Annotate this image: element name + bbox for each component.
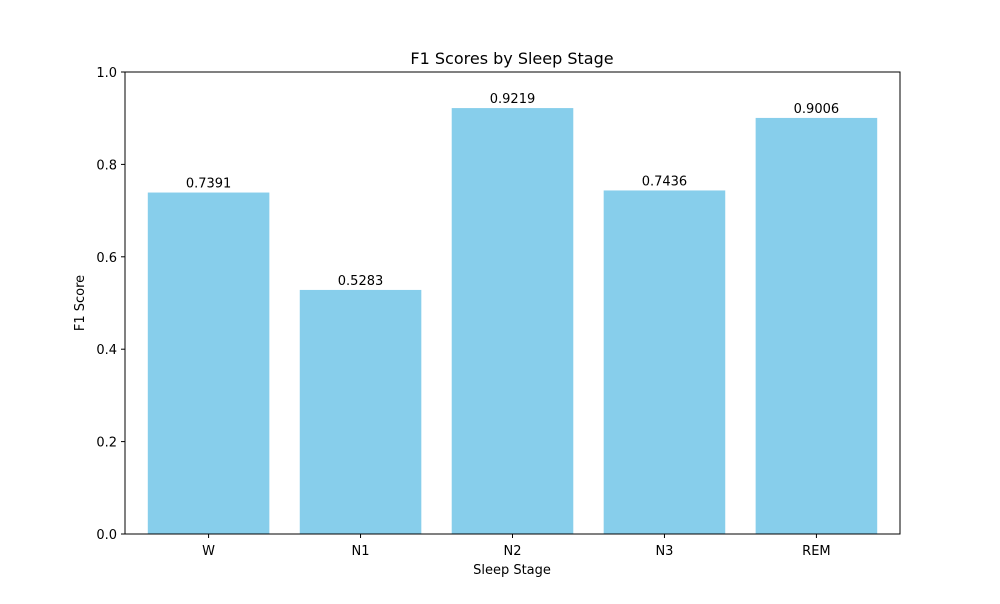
- data-label-rem: 0.9006: [794, 102, 840, 117]
- y-axis-label: F1 Score: [73, 275, 88, 331]
- y-axis: 0.0 0.2 0.4 0.6 0.8 1.0: [96, 66, 125, 543]
- bar-rem: [755, 117, 878, 535]
- y-tick-label: 0.8: [96, 158, 117, 173]
- data-label-n1: 0.5283: [338, 274, 384, 289]
- y-tick-label: 0.4: [96, 343, 117, 358]
- bar-n2: [451, 108, 574, 534]
- data-label-n2: 0.9219: [490, 92, 536, 107]
- x-axis-label: Sleep Stage: [473, 563, 551, 578]
- y-tick-label: 0.2: [96, 436, 117, 451]
- x-tick-label-rem: REM: [802, 544, 830, 559]
- y-tick-label: 1.0: [96, 66, 117, 81]
- x-tick-label-n2: N2: [504, 544, 522, 559]
- data-label-n3: 0.7436: [642, 174, 688, 189]
- y-tick-label: 0.0: [96, 528, 117, 543]
- data-labels-layer: 0.7391 0.5283 0.9219 0.7436 0.9006: [186, 92, 839, 289]
- chart-title: F1 Scores by Sleep Stage: [410, 49, 613, 68]
- bar-n1: [299, 289, 422, 534]
- data-label-w: 0.7391: [186, 177, 232, 192]
- x-axis: W N1 N2 N3 REM: [202, 534, 831, 559]
- x-tick-label-n3: N3: [655, 544, 673, 559]
- bars-layer: [147, 108, 878, 535]
- bar-w: [147, 192, 270, 534]
- y-tick-label: 0.6: [96, 251, 117, 266]
- x-tick-label-w: W: [202, 544, 215, 559]
- x-tick-label-n1: N1: [352, 544, 370, 559]
- bar-n3: [603, 190, 726, 535]
